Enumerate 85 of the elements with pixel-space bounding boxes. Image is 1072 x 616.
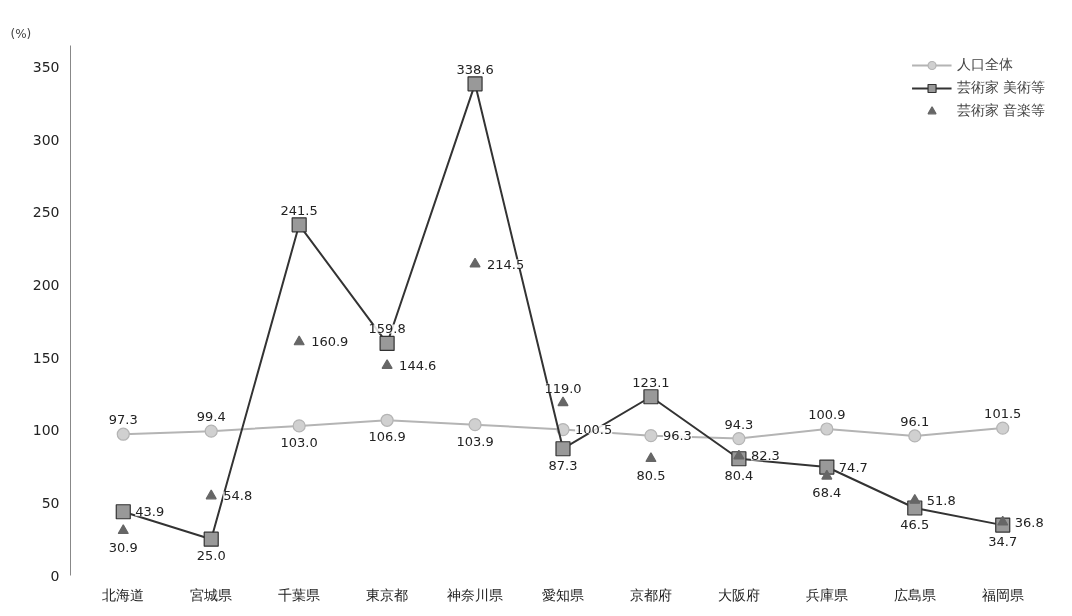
y-tick-label: 300 <box>32 131 60 148</box>
data-label: 34.7 <box>988 534 1018 550</box>
data-label: 96.1 <box>900 413 930 429</box>
y-tick-label: 150 <box>32 349 60 366</box>
legend-label: 芸術家 音楽等 <box>956 102 1045 120</box>
point <box>996 421 1010 435</box>
point <box>468 418 482 432</box>
x-tick-label: 千葉県 <box>278 586 321 603</box>
data-label: 101.5 <box>984 406 1022 422</box>
x-tick-label: 北海道 <box>102 586 145 603</box>
point <box>380 413 394 427</box>
point <box>908 429 922 443</box>
y-tick-label: 0 <box>50 567 60 584</box>
x-tick-label: 東京都 <box>366 586 409 603</box>
data-label: 54.8 <box>223 488 253 504</box>
point <box>203 531 219 547</box>
point <box>997 515 1009 526</box>
data-label: 80.4 <box>724 467 754 483</box>
point <box>293 335 305 346</box>
data-label: 338.6 <box>456 61 494 77</box>
y-tick-label: 250 <box>32 204 60 221</box>
x-tick-label: 兵庫県 <box>805 586 848 603</box>
point <box>116 427 130 441</box>
data-label: 94.3 <box>724 416 754 432</box>
point <box>821 469 833 480</box>
data-label: 119.0 <box>544 380 582 396</box>
point <box>469 257 481 268</box>
point <box>557 396 569 407</box>
data-label: 46.5 <box>900 516 930 532</box>
data-label: 100.9 <box>808 406 846 422</box>
x-tick-label: 京都府 <box>629 586 672 603</box>
data-label: 80.5 <box>636 467 666 483</box>
point <box>292 419 306 433</box>
data-label: 87.3 <box>548 457 578 473</box>
data-label: 103.0 <box>280 434 318 450</box>
data-label: 25.0 <box>196 548 226 564</box>
x-tick-label: 広島県 <box>893 586 936 603</box>
data-label: 97.3 <box>108 412 138 428</box>
x-tick-label: 大阪府 <box>717 586 760 603</box>
data-label: 103.9 <box>456 433 494 449</box>
y-tick-label: 100 <box>32 422 60 439</box>
data-label: 43.9 <box>135 504 165 520</box>
y-tick-label: 50 <box>41 494 60 511</box>
x-tick-label: 宮城県 <box>190 586 233 603</box>
data-label: 99.4 <box>196 409 226 425</box>
data-label: 214.5 <box>487 256 525 272</box>
point <box>205 489 217 500</box>
point <box>819 459 835 475</box>
data-label: 74.7 <box>838 459 868 475</box>
data-label: 51.8 <box>926 492 956 508</box>
x-tick-label: 神奈川県 <box>447 586 504 603</box>
data-label: 36.8 <box>1014 514 1044 530</box>
point <box>467 76 483 92</box>
data-label: 159.8 <box>368 321 406 337</box>
point <box>732 431 746 446</box>
point <box>733 449 745 460</box>
data-label: 96.3 <box>662 428 692 444</box>
data-label: 100.5 <box>575 422 613 438</box>
point <box>117 524 129 535</box>
point <box>820 422 834 436</box>
x-tick-label: 福岡県 <box>981 586 1024 603</box>
point <box>555 441 571 457</box>
point <box>643 389 659 405</box>
point <box>379 335 395 352</box>
point <box>115 504 131 520</box>
data-label: 123.1 <box>632 374 670 390</box>
data-label: 144.6 <box>399 358 437 374</box>
data-label: 82.3 <box>750 448 780 464</box>
legend-label: 芸術家 美術等 <box>956 79 1045 97</box>
y-tick-label: 200 <box>32 277 60 294</box>
y-axis-title: (%) <box>10 26 32 41</box>
point <box>381 359 393 370</box>
legend-label: 人口全体 <box>956 56 1013 74</box>
data-label: 106.9 <box>368 429 406 445</box>
point <box>291 217 307 233</box>
x-tick-label: 愛知県 <box>542 586 584 603</box>
data-label: 30.9 <box>108 539 138 555</box>
data-label: 160.9 <box>311 334 349 350</box>
y-tick-label: 350 <box>32 59 60 76</box>
point <box>645 452 657 463</box>
point <box>909 493 921 504</box>
point <box>644 429 658 443</box>
data-label: 68.4 <box>812 485 842 501</box>
point <box>204 424 218 438</box>
data-label: 241.5 <box>280 202 318 218</box>
